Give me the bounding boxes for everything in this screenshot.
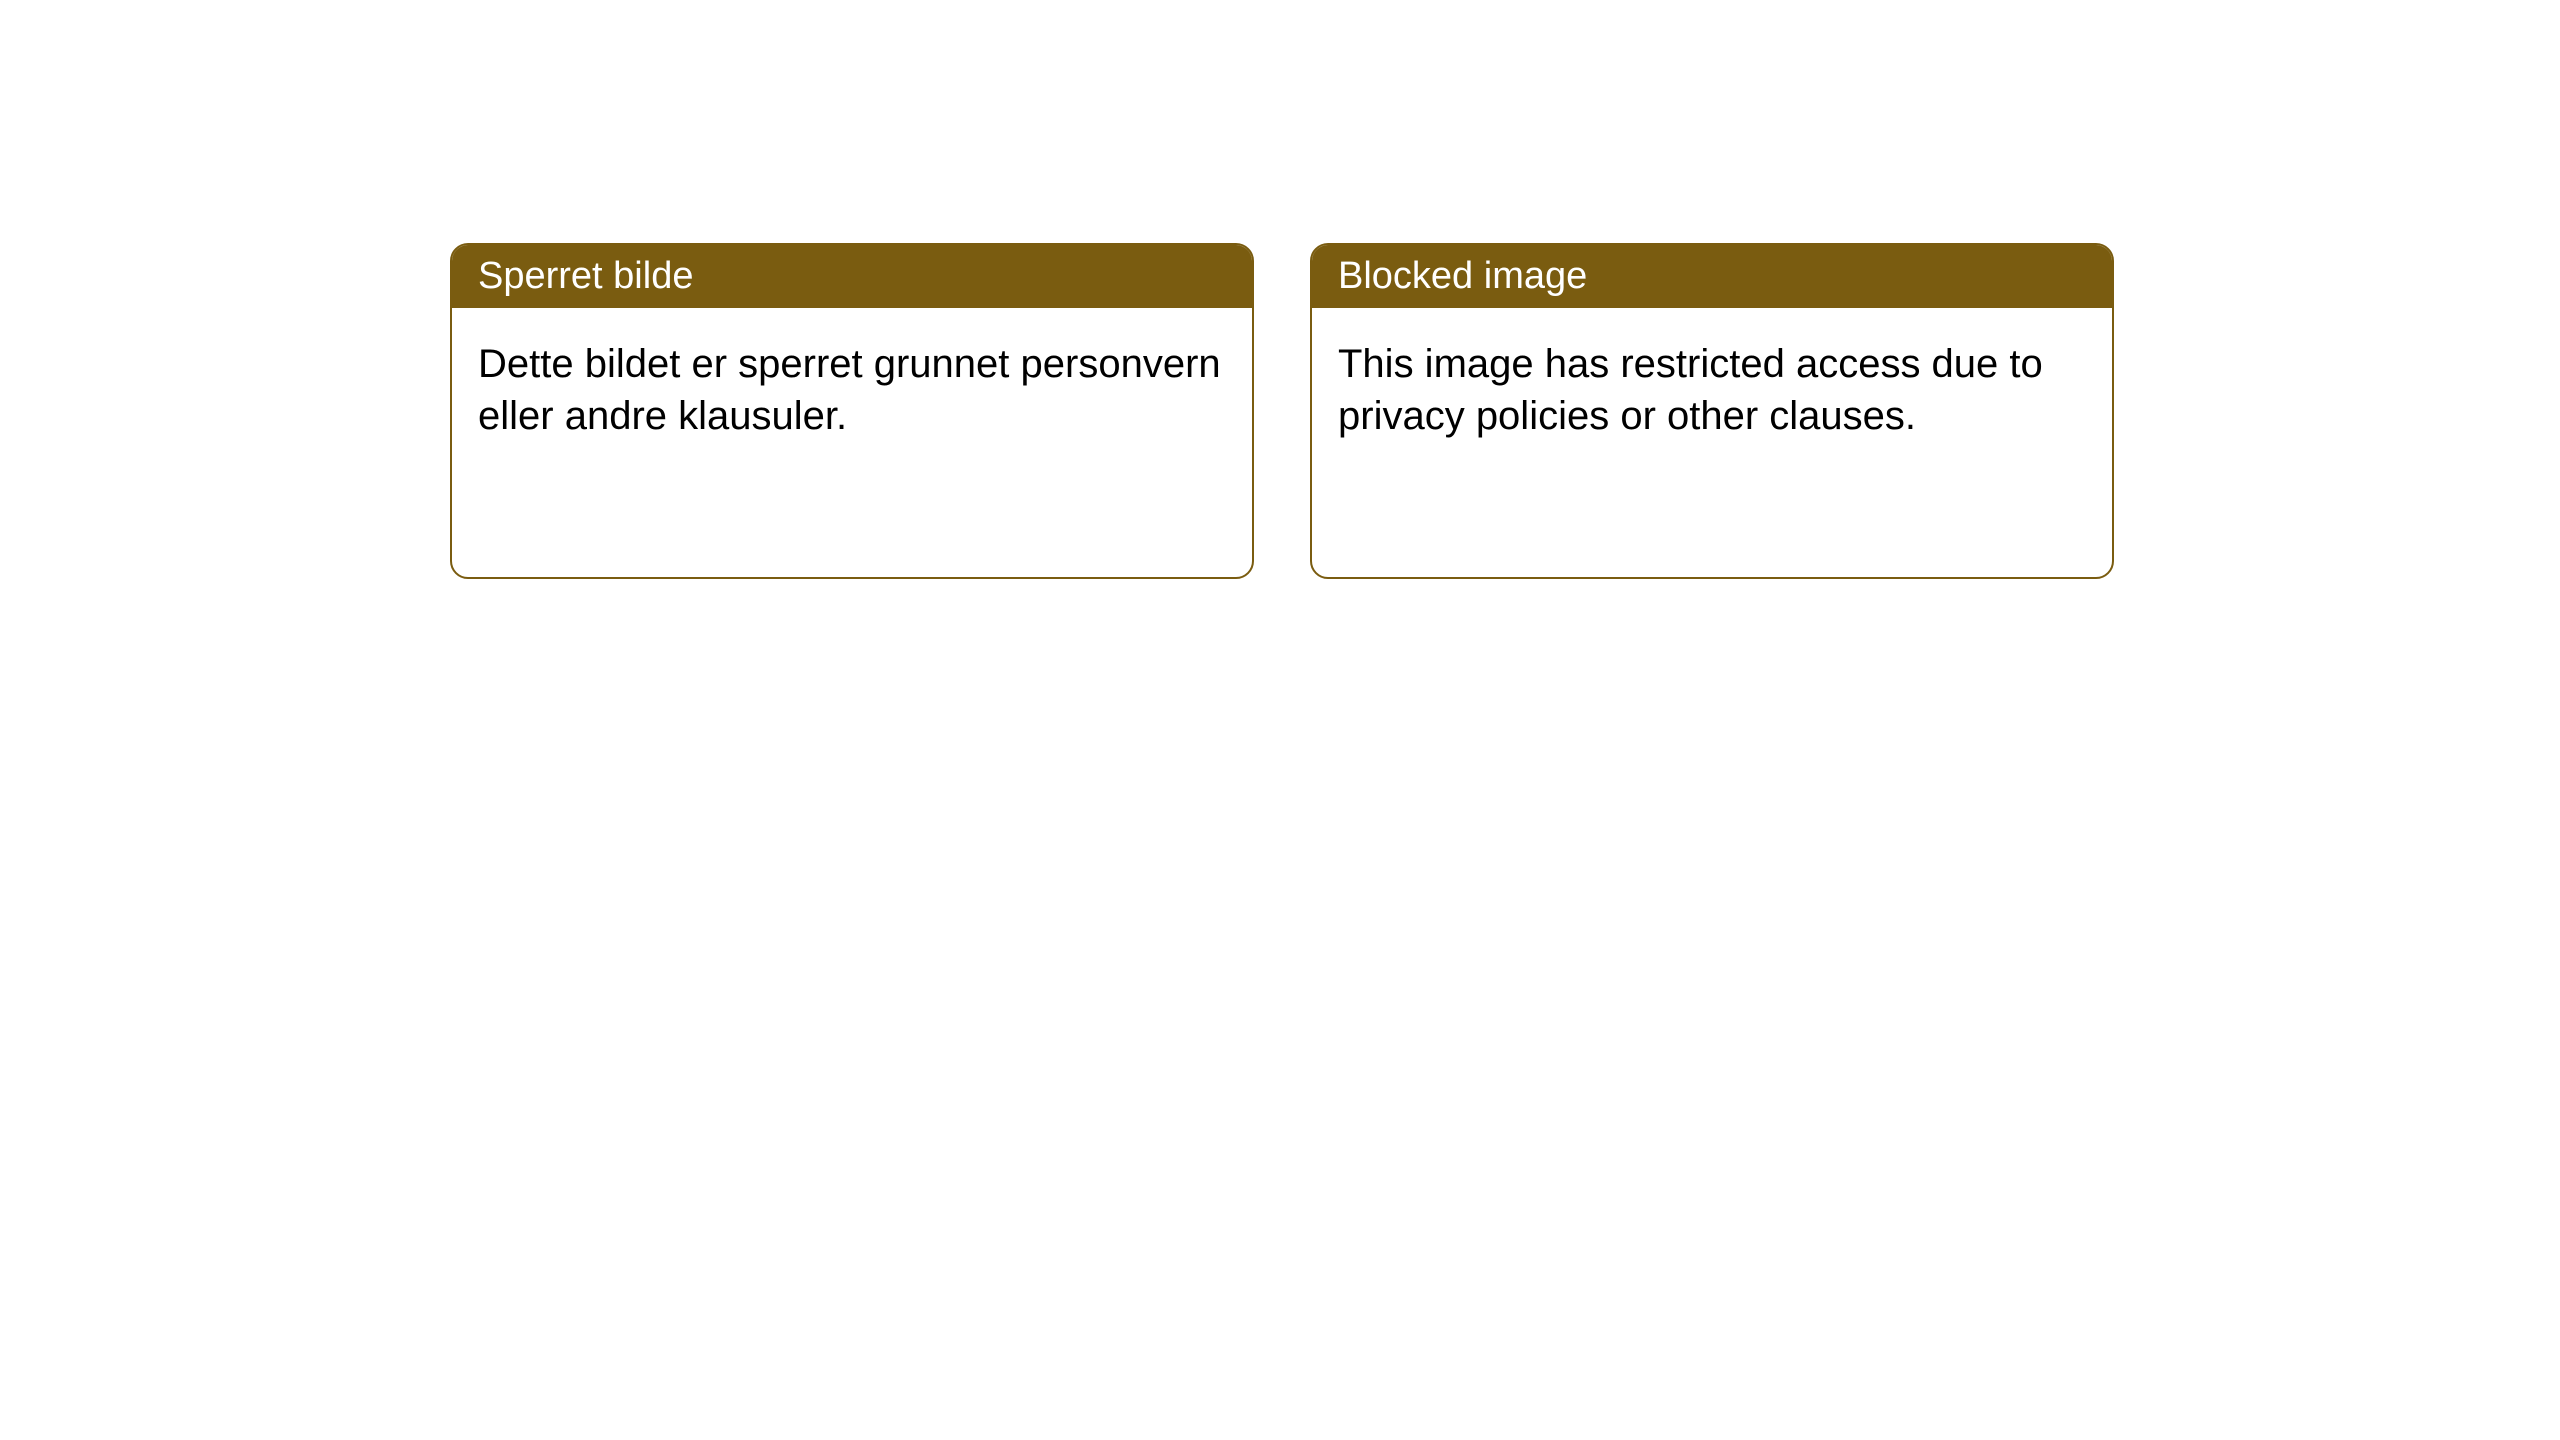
notice-card-english: Blocked image This image has restricted …	[1310, 243, 2114, 579]
notice-card-norwegian: Sperret bilde Dette bildet er sperret gr…	[450, 243, 1254, 579]
card-body-text: This image has restricted access due to …	[1338, 342, 2043, 438]
card-title: Sperret bilde	[478, 255, 693, 297]
card-title: Blocked image	[1338, 255, 1587, 297]
card-body: Dette bildet er sperret grunnet personve…	[452, 308, 1252, 472]
card-header: Blocked image	[1312, 245, 2112, 308]
notice-cards-container: Sperret bilde Dette bildet er sperret gr…	[450, 243, 2114, 579]
card-body-text: Dette bildet er sperret grunnet personve…	[478, 342, 1221, 438]
card-body: This image has restricted access due to …	[1312, 308, 2112, 472]
card-header: Sperret bilde	[452, 245, 1252, 308]
